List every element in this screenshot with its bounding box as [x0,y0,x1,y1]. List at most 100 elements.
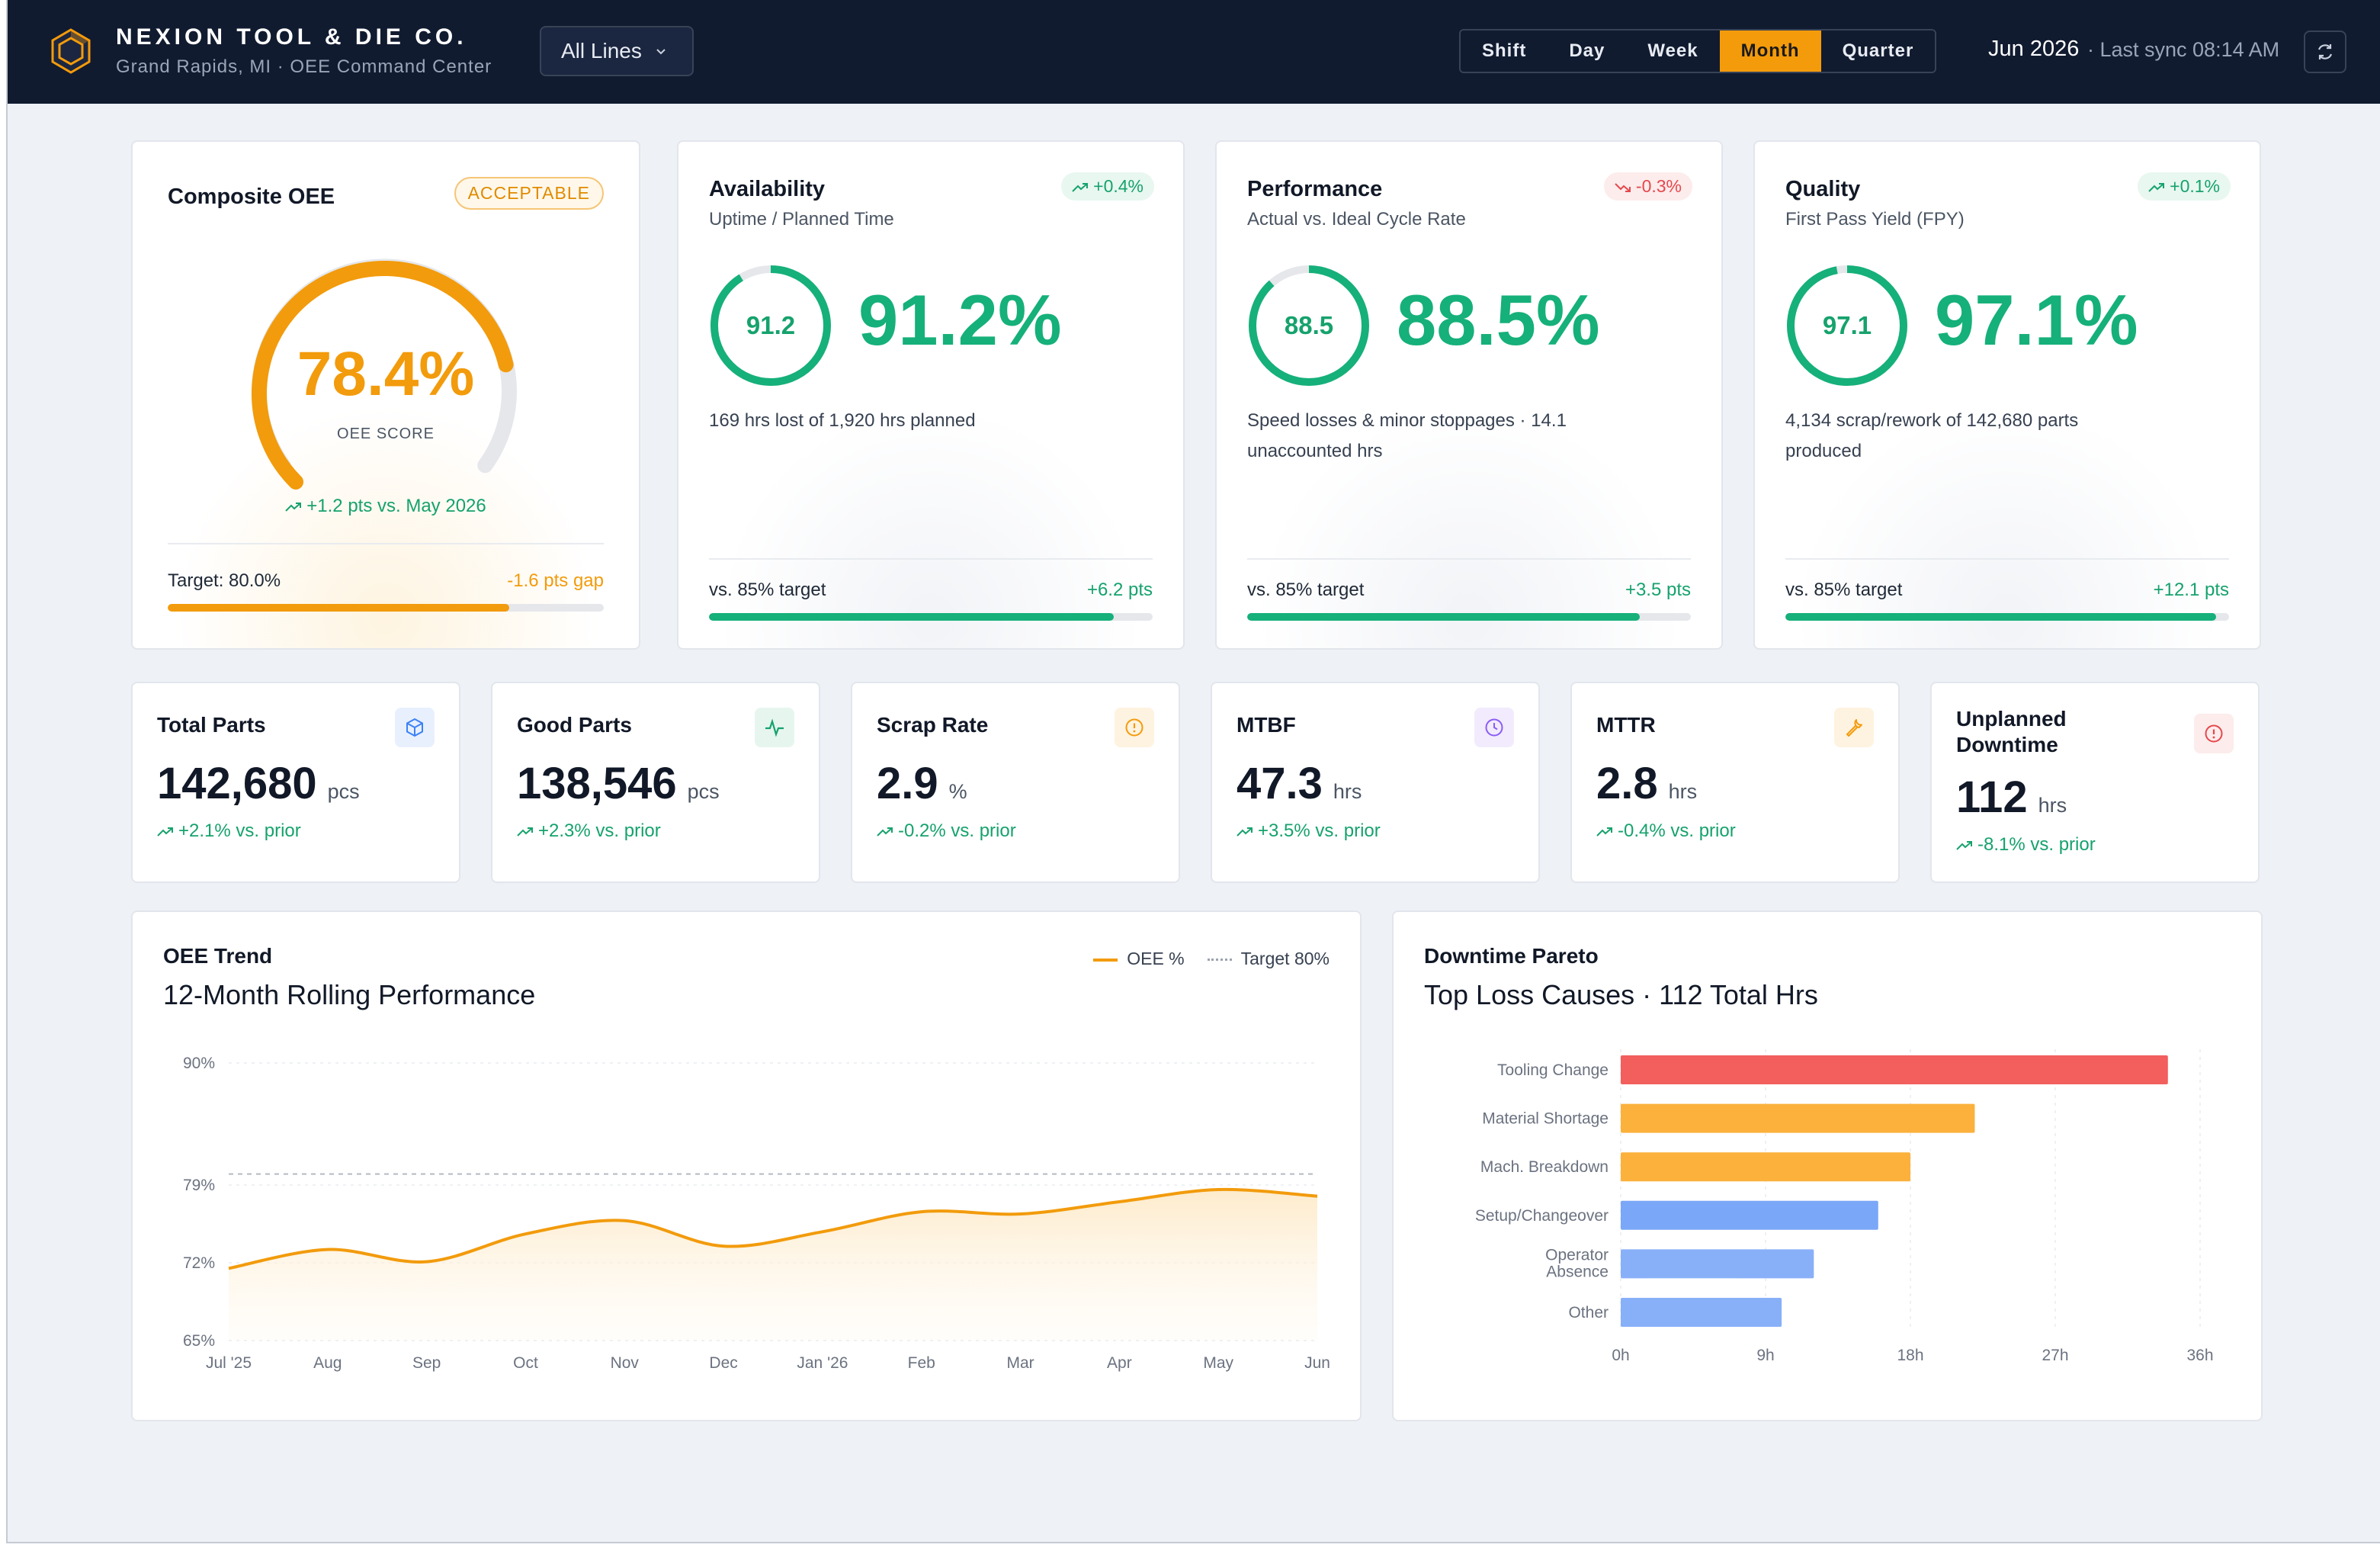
divider [1785,558,2229,560]
category-label: Material Shortage [1482,1110,1609,1128]
kpi-value: 142,680 pcs [157,759,360,808]
oee-area [229,1189,1317,1341]
metric-card-quality: Quality First Pass Yield (FPY) +0.1% 97.… [1753,140,2261,650]
metric-progress-track [1785,613,2229,621]
kpi-trend: +2.3% vs. prior [517,820,661,842]
metric-ring-progress [1787,265,1907,386]
trend-up-icon [1956,840,1972,850]
composite-oee-value: 78.4% [297,339,475,409]
x-tick-label: Jan '26 [797,1354,848,1372]
divider [709,558,1153,560]
target-progress-track [168,604,604,612]
x-tick-label: Jul '25 [206,1354,252,1372]
metric-title: Availability [709,177,826,201]
kpi-trend: -0.2% vs. prior [877,820,1016,842]
kpi-card: Scrap Rate 2.9% -0.2% vs. prior [851,682,1180,883]
kpi-title: MTTR [1596,713,1656,737]
kpi-title: Unplanned Downtime [1956,707,2067,756]
alert-circle-icon [1115,708,1154,747]
period-tab-month[interactable]: Month [1719,31,1821,72]
chart-legend: OEE % Target 80% [1093,949,1330,969]
kpi-trend: +3.5% vs. prior [1237,820,1381,842]
hexagon-logo-icon [51,28,91,74]
trend-up-icon [157,827,173,837]
trend-up-icon [877,827,893,837]
dashboard-frame: NEXION TOOL & DIE CO. Grand Rapids, MI ·… [6,0,2380,1543]
category-label: Tooling Change [1497,1061,1609,1079]
kpi-card: MTBF 47.3 hrs +3.5% vs. prior [1211,682,1540,883]
gauge-progress-arc [252,261,514,490]
divider [168,543,604,544]
oee-trend-card: OEE Trend 12-Month Rolling Performance O… [131,910,1362,1421]
x-tick-label: Nov [611,1354,640,1372]
box-icon [395,708,435,747]
top-bar: NEXION TOOL & DIE CO. Grand Rapids, MI ·… [8,0,2380,104]
x-tick-label: Apr [1107,1354,1132,1372]
kpi-unit: pcs [327,780,360,803]
metric-description: 4,134 scrap/rework of 142,680 parts prod… [1785,410,2079,461]
metric-target-delta: +6.2 pts [1086,580,1153,600]
metric-progress-fill [1785,613,2217,621]
chart-kicker: OEE Trend [163,944,273,968]
kpi-trend: -0.4% vs. prior [1596,820,1736,842]
x-tick-label: Oct [513,1354,538,1372]
period-tab-quarter[interactable]: Quarter [1820,31,1936,72]
kpi-unit: % [948,780,967,803]
metric-title: Quality [1785,177,1861,201]
x-tick-label: Sep [412,1354,441,1372]
kpi-unit: hrs [2038,794,2067,817]
y-tick-label: 65% [183,1332,215,1350]
metric-ring [1787,265,1907,386]
chart-title: 12-Month Rolling Performance [163,979,536,1010]
kpi-card: Total Parts 142,680 pcs +2.1% vs. prior [131,682,460,883]
trend-up-icon [2148,182,2165,192]
metric-target-delta: +12.1 pts [2153,580,2229,600]
kpi-title: Good Parts [517,713,632,737]
kpi-value: 2.8 hrs [1596,759,1698,808]
kpi-value: 47.3 hrs [1237,759,1362,808]
metric-card-availability: Availability Uptime / Planned Time +0.4%… [677,140,1185,650]
metric-ring-progress [1249,265,1369,386]
activity-icon [755,708,794,747]
metric-card-performance: Performance Actual vs. Ideal Cycle Rate … [1215,140,1723,650]
trend-up-icon [517,827,533,837]
divider [1247,558,1691,560]
metric-progress-track [1247,613,1691,621]
trend-up-icon [1596,827,1612,837]
clock-icon [1474,708,1514,747]
line-filter-value: All Lines [561,39,642,63]
metric-target-delta: +3.5 pts [1625,580,1691,600]
kpi-trend: +2.1% vs. prior [157,820,301,842]
metric-ring-value: 91.2 [746,311,796,339]
metric-value: 91.2% [858,280,1062,360]
target-gap: -1.6 pts gap [507,570,604,591]
company-name: NEXION TOOL & DIE CO. [116,24,467,50]
trend-up-icon [1072,182,1089,192]
metric-subtitle: First Pass Yield (FPY) [1785,209,1965,230]
period-tab-week[interactable]: Week [1626,31,1720,72]
metric-delta-badge: -0.3% [1603,172,1692,201]
kpi-card: Unplanned Downtime 112 hrs -8.1% vs. prio… [1930,682,2260,883]
metric-progress-fill [1247,613,1641,621]
pareto-bar [1621,1249,1814,1279]
category-label: Other [1568,1304,1609,1321]
line-filter-dropdown[interactable]: All Lines [540,26,694,76]
category-label: Setup/Changeover [1475,1207,1609,1225]
period-tab-day[interactable]: Day [1548,31,1627,72]
refresh-button[interactable] [2304,31,2346,73]
metric-ring-value: 97.1 [1822,311,1872,339]
metric-description: Speed losses & minor stoppages · 14.1 un… [1247,410,1567,461]
metric-title: Performance [1247,177,1383,201]
trend-up-icon [285,502,302,512]
kpi-unit: hrs [1668,780,1698,803]
category-label: Mach. Breakdown [1480,1158,1609,1176]
metric-progress-fill [709,613,1114,621]
pareto-bar [1621,1103,1975,1133]
period-tab-shift[interactable]: Shift [1461,31,1548,72]
x-tick-label: 27h [2042,1347,2068,1364]
x-tick-label: Mar [1006,1354,1034,1372]
oee-trend-chart: 65% 72% 79% 90% Jul '25 Aug Sep Oct Nov Dec Jan '2… [183,1055,1330,1372]
composite-delta: +1.2 pts vs. May 2026 [133,496,639,517]
metric-subtitle: Uptime / Planned Time [709,209,894,230]
metric-delta-badge: +0.1% [2138,172,2231,201]
